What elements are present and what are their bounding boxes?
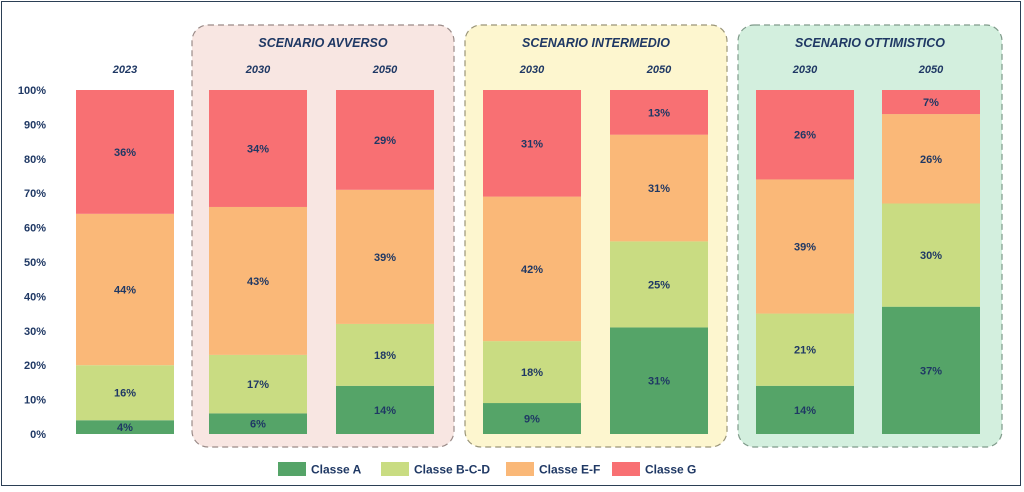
data-label: 37% [920,365,942,377]
legend-label-classe-g: Classe G [645,463,696,477]
bar-segment-classe-a [336,385,434,434]
bar-segment-classe-a [483,403,581,434]
data-label: 34% [247,143,269,155]
bar-segment-classe-b-c-d [209,354,307,414]
scenario-title-scenario-intermedio: SCENARIO INTERMEDIO [522,36,670,50]
year-label: 2050 [918,64,944,76]
year-label: 2030 [519,64,545,76]
data-label: 14% [374,405,396,417]
data-label: 39% [374,252,396,264]
bar-segment-classe-e-f [76,213,174,366]
data-label: 42% [521,264,543,276]
bar-segment-classe-b-c-d [483,341,581,404]
bar-segment-classe-g [610,90,708,135]
bar-segment-classe-b-c-d [336,323,434,386]
data-label: 25% [648,279,670,291]
data-label: 16% [114,388,136,400]
bar-segment-classe-a [610,327,708,434]
data-label: 13% [648,107,670,119]
bar-segment-classe-b-c-d [610,241,708,328]
bar-segment-classe-e-f [336,189,434,324]
data-label: 31% [648,183,670,195]
bar-segment-classe-e-f [756,179,854,314]
bar-segment-classe-a [209,413,307,434]
data-label: 4% [117,422,133,434]
data-label: 17% [247,379,269,391]
y-tick-label: 40% [24,291,46,303]
bar-segment-classe-b-c-d [756,313,854,386]
data-label: 39% [794,242,816,254]
bar-segment-classe-a [882,306,980,434]
bar-segment-classe-g [336,90,434,190]
legend-label-classe-b-c-d: Classe B-C-D [414,463,490,477]
y-tick-label: 100% [18,85,46,97]
data-label: 36% [114,147,136,159]
bar-segment-classe-g [882,90,980,115]
bar-segment-classe-b-c-d [76,365,174,421]
data-label: 29% [374,135,396,147]
bar-segment-classe-b-c-d [882,203,980,307]
y-tick-label: 90% [24,119,46,131]
bar-segment-classe-a [76,420,174,434]
legend-swatch-classe-b-c-d [381,462,409,476]
bar-segment-classe-g [483,90,581,197]
legend-label-classe-a: Classe A [311,463,362,477]
data-label: 18% [521,367,543,379]
year-label: 2050 [372,64,398,76]
data-label: 26% [794,130,816,142]
data-label: 30% [920,250,942,262]
bar-segment-classe-e-f [483,196,581,342]
data-label: 7% [923,97,939,109]
legend-label-classe-e-f: Classe E-F [539,463,600,477]
data-label: 6% [250,419,266,431]
scenario-title-scenario-avverso: SCENARIO AVVERSO [258,36,387,50]
scenario-title-scenario-ottimistico: SCENARIO OTTIMISTICO [795,36,945,50]
y-tick-label: 10% [24,395,46,407]
data-label: 21% [794,345,816,357]
year-label: 2023 [112,64,137,76]
bar-segment-classe-e-f [882,114,980,204]
y-tick-label: 20% [24,360,46,372]
data-label: 31% [521,138,543,150]
data-label: 26% [920,154,942,166]
legend-swatch-classe-e-f [506,462,534,476]
y-tick-label: 60% [24,223,46,235]
data-label: 18% [374,350,396,362]
y-tick-label: 30% [24,326,46,338]
legend-swatch-classe-a [278,462,306,476]
y-tick-label: 80% [24,154,46,166]
bar-segment-classe-e-f [209,206,307,355]
bar-segment-classe-g [209,90,307,207]
bar-segment-classe-e-f [610,134,708,242]
year-label: 2050 [646,64,672,76]
data-label: 31% [648,376,670,388]
bar-segment-classe-a [756,385,854,434]
year-label: 2030 [792,64,818,76]
y-tick-label: 0% [30,429,46,441]
y-tick-label: 70% [24,188,46,200]
data-label: 14% [794,405,816,417]
bar-segment-classe-g [756,90,854,180]
year-label: 2030 [245,64,271,76]
data-label: 43% [247,276,269,288]
data-label: 44% [114,285,136,297]
legend-swatch-classe-g [612,462,640,476]
y-tick-label: 50% [24,257,46,269]
bar-segment-classe-g [76,90,174,214]
data-label: 9% [524,414,540,426]
